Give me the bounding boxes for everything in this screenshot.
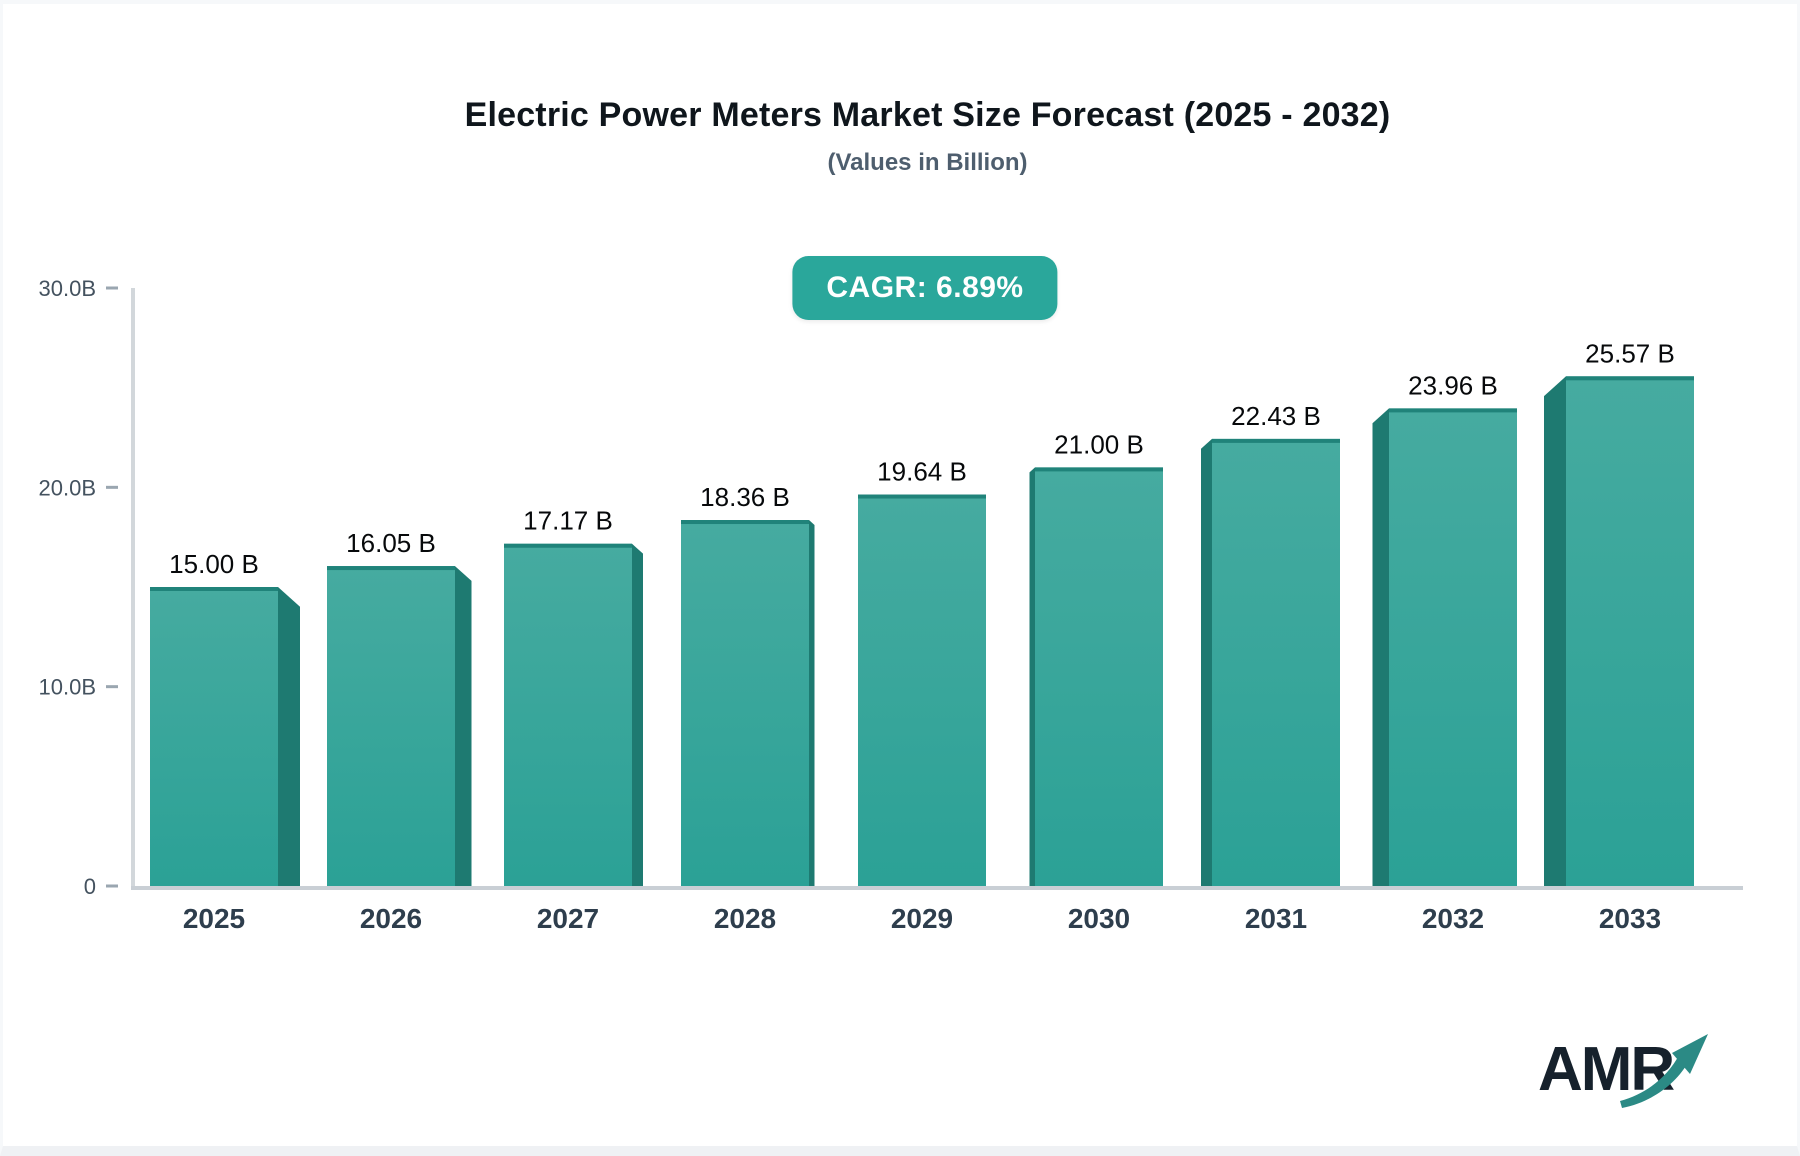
bar-2028[interactable] — [681, 520, 815, 886]
chart-subtitle: (Values in Billion) — [827, 149, 1028, 176]
bar-face[interactable] — [1212, 438, 1340, 886]
bar-value-label: 22.43 B — [1231, 401, 1321, 431]
bar-side-face[interactable] — [1029, 467, 1036, 886]
bar-face[interactable] — [1389, 408, 1517, 886]
bar-2032[interactable] — [1372, 408, 1518, 886]
bar-top-edge — [1212, 438, 1340, 443]
bar-value-label: 25.57 B — [1585, 338, 1675, 368]
x-axis-label: 2026 — [360, 903, 422, 934]
bar-2025[interactable] — [150, 587, 300, 886]
amr-logo: AMR — [1538, 1034, 1708, 1108]
bar-2026[interactable] — [327, 566, 472, 886]
bar-face[interactable] — [150, 587, 278, 886]
bar-face[interactable] — [1035, 467, 1163, 886]
bar-side-face[interactable] — [1372, 408, 1390, 886]
bar-face[interactable] — [1566, 376, 1694, 886]
bar-top-edge — [327, 566, 455, 571]
bar-top-edge — [681, 520, 809, 525]
x-axis-label: 2029 — [891, 903, 953, 934]
x-axis-label: 2028 — [714, 903, 776, 934]
y-axis-label: 30.0B — [39, 276, 97, 301]
bar-value-label: 23.96 B — [1408, 370, 1498, 400]
bar-value-label: 15.00 B — [169, 549, 259, 579]
bar-side-face[interactable] — [1201, 438, 1212, 886]
bar-top-edge — [1389, 408, 1517, 413]
bar-face[interactable] — [681, 520, 809, 886]
bar-2029[interactable] — [858, 494, 986, 886]
bar-top-edge — [1566, 376, 1694, 381]
bar-side-face[interactable] — [632, 543, 643, 886]
bar-2033[interactable] — [1544, 376, 1694, 886]
cagr-badge: CAGR: 6.89% — [792, 256, 1058, 320]
x-axis-label: 2032 — [1422, 903, 1484, 934]
x-axis-label: 2031 — [1245, 903, 1307, 934]
x-axis-label: 2033 — [1599, 903, 1661, 934]
bar-top-edge — [504, 543, 632, 548]
bar-2027[interactable] — [504, 543, 643, 886]
bar-value-label: 18.36 B — [700, 482, 790, 512]
bar-top-edge — [1035, 467, 1163, 472]
bar-value-label: 17.17 B — [523, 506, 613, 536]
bar-value-label: 16.05 B — [346, 528, 436, 558]
y-axis-label: 10.0B — [39, 675, 97, 700]
bar-top-edge — [150, 587, 278, 591]
bar-face[interactable] — [327, 566, 455, 886]
bar-side-face[interactable] — [1544, 376, 1566, 886]
bar-face[interactable] — [504, 543, 632, 886]
bar-side-face[interactable] — [809, 520, 815, 886]
y-axis-label: 20.0B — [39, 475, 97, 500]
x-axis-label: 2025 — [183, 903, 245, 934]
bar-2030[interactable] — [1029, 467, 1164, 886]
bar-face[interactable] — [858, 494, 986, 886]
bar-side-face[interactable] — [455, 566, 472, 886]
x-axis-label: 2030 — [1068, 903, 1130, 934]
bar-top-edge — [858, 494, 986, 499]
chart-title: Electric Power Meters Market Size Foreca… — [464, 96, 1391, 134]
bar-value-label: 21.00 B — [1054, 429, 1144, 459]
x-axis-label: 2027 — [537, 903, 599, 934]
bar-value-label: 19.64 B — [877, 457, 967, 487]
bar-2031[interactable] — [1201, 438, 1340, 886]
y-axis-label: 0 — [84, 874, 96, 899]
bar-side-face[interactable] — [278, 587, 300, 886]
logo-arrow-icon — [1620, 1034, 1708, 1108]
